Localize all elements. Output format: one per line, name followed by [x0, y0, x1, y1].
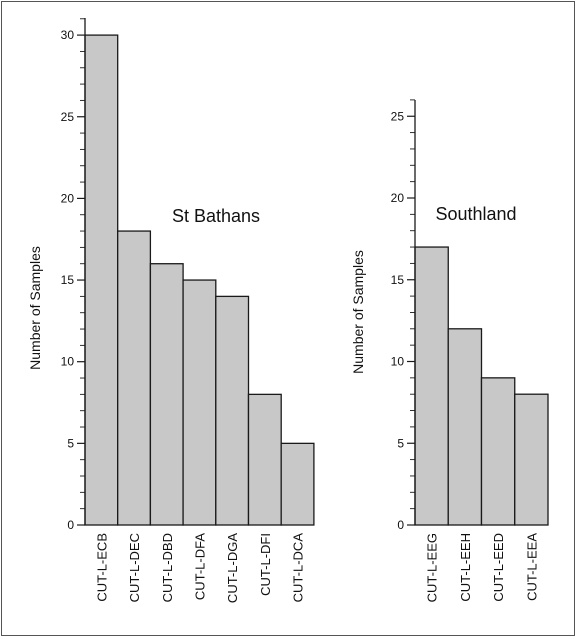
- y-tick-label: 15: [61, 273, 75, 287]
- y-tick-label: 30: [61, 28, 75, 42]
- y-tick-label: 20: [61, 191, 75, 205]
- southland-title: Southland: [435, 204, 516, 224]
- category-label-cut-l-eea: CUT-L-EEA: [524, 533, 539, 601]
- southland-panel: CUT-L-EEG CUT-L-EEH CUT-L-EED CUT-L-EEA 0 5 10…: [350, 99, 549, 602]
- bar-cut-l-eeg: [414, 246, 449, 526]
- bar-cut-l-eeh: [447, 328, 483, 526]
- category-label-cut-l-dfi: CUT-L-DFI: [258, 533, 273, 596]
- category-label-cut-l-dga: CUT-L-DGA: [225, 533, 240, 603]
- y-tick-label: 0: [397, 518, 404, 532]
- bar-cut-l-dga: [215, 295, 250, 526]
- category-label-cut-l-eed: CUT-L-EED: [491, 533, 506, 602]
- category-label-cut-l-eeg: CUT-L-EEG: [425, 533, 440, 602]
- bar-cut-l-ecb: [84, 34, 119, 526]
- category-label-cut-l-dca: CUT-L-DCA: [291, 533, 306, 603]
- category-label-cut-l-eeh: CUT-L-EEH: [458, 533, 473, 602]
- bar-cut-l-dbd: [149, 263, 184, 526]
- y-tick-label: 25: [61, 110, 75, 124]
- southland-y-axis-title: Number of Samples: [350, 250, 366, 374]
- category-label-cut-l-dec: CUT-L-DEC: [127, 533, 142, 602]
- bar-cut-l-dfi: [247, 393, 282, 526]
- y-tick-label: 10: [391, 355, 405, 369]
- y-tick-label: 15: [391, 273, 405, 287]
- category-label-cut-l-ecb: CUT-L-ECB: [94, 533, 109, 602]
- bar-cut-l-dec: [117, 230, 152, 526]
- st-bathans-panel: CUT-L-ECB CUT-L-DEC CUT-L-DBD CUT-L-DFA CUT-…: [27, 18, 315, 603]
- bar-cut-l-dca: [280, 442, 315, 526]
- y-tick-label: 5: [397, 436, 404, 450]
- y-tick-label: 10: [61, 355, 75, 369]
- category-label-cut-l-dbd: CUT-L-DBD: [160, 533, 175, 602]
- bar-cut-l-eea: [514, 393, 549, 526]
- bar-cut-l-dfa: [182, 279, 217, 526]
- st-bathans-y-axis-title: Number of Samples: [27, 246, 43, 370]
- st-bathans-title: St Bathans: [172, 206, 260, 226]
- y-tick-label: 25: [391, 109, 405, 123]
- y-tick-label: 0: [67, 518, 74, 532]
- bar-cut-l-eed: [480, 377, 516, 526]
- y-tick-label: 5: [67, 436, 74, 450]
- category-label-cut-l-dfa: CUT-L-DFA: [192, 533, 207, 601]
- y-tick-label: 20: [391, 191, 405, 205]
